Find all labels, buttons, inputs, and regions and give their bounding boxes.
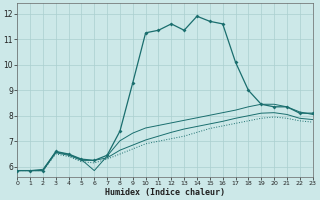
X-axis label: Humidex (Indice chaleur): Humidex (Indice chaleur) bbox=[105, 188, 225, 197]
